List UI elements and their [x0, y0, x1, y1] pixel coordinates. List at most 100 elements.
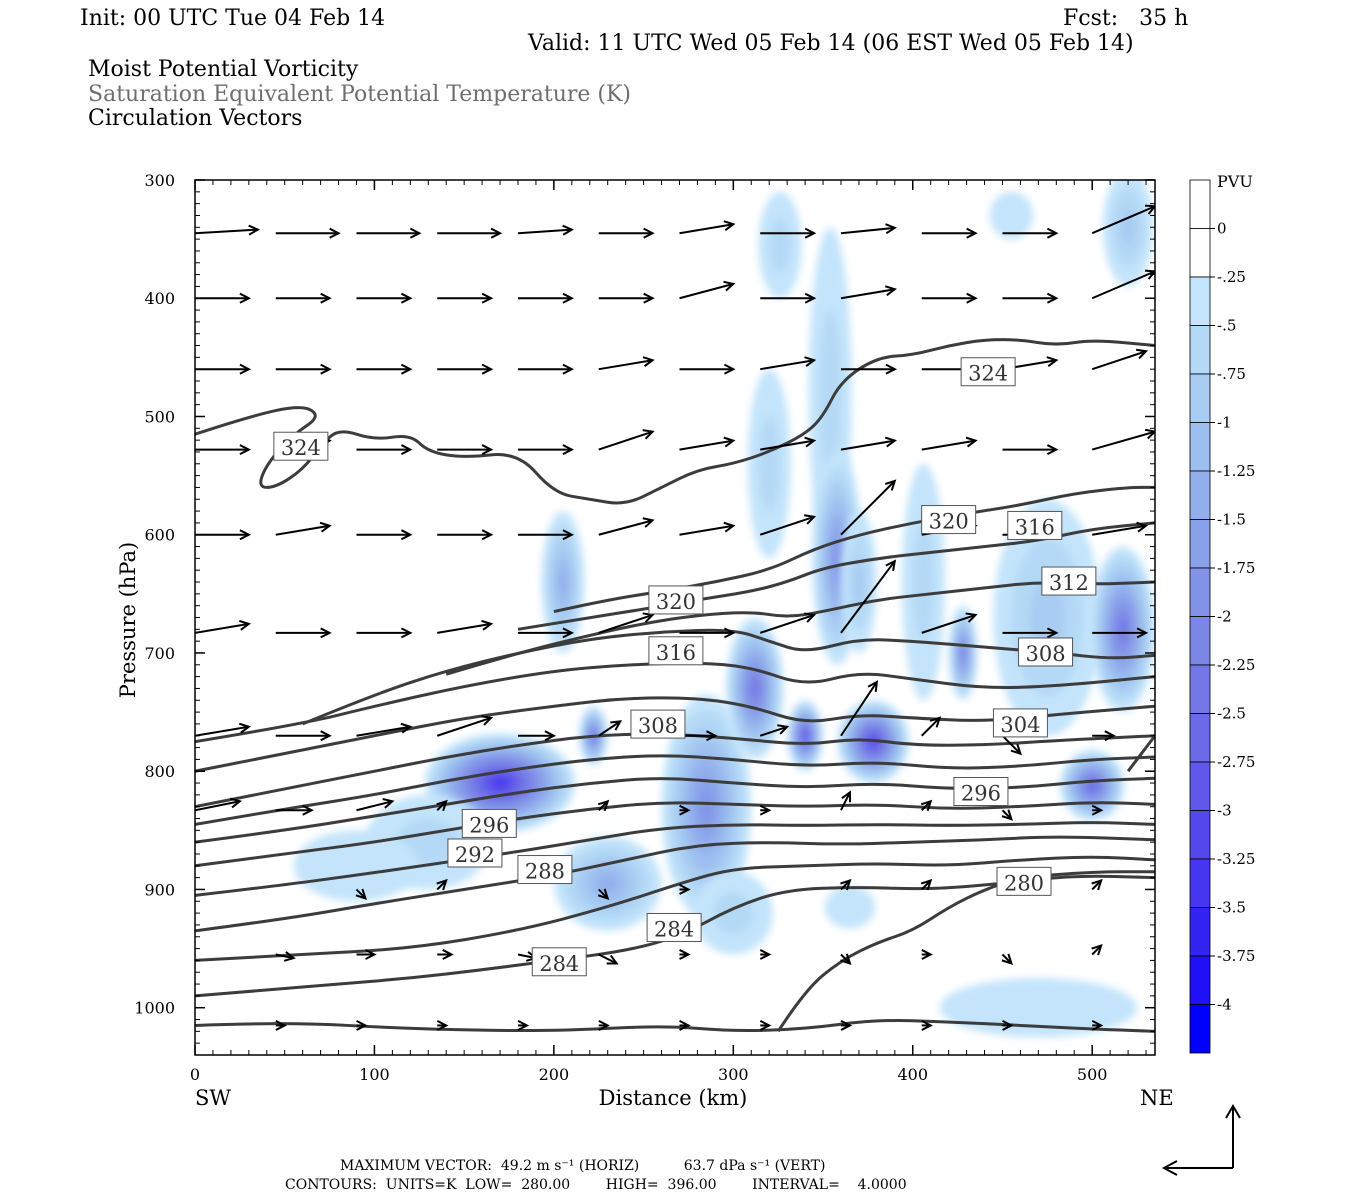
vector-shaft	[275, 953, 294, 960]
circulation-vector	[356, 798, 395, 812]
vector-shaft	[195, 228, 258, 235]
circulation-vector	[1002, 627, 1059, 639]
colorbar-cell	[1189, 810, 1211, 860]
x-label-sw: SW	[195, 1086, 231, 1110]
colorbar-cell	[1189, 955, 1211, 1005]
vector-head	[320, 730, 332, 742]
contour-294	[195, 754, 1155, 826]
vector-shaft	[598, 359, 653, 371]
mpv-region	[1102, 180, 1154, 287]
vector-head	[597, 888, 610, 900]
contour-label: 288	[517, 855, 573, 885]
colorbar-label: -2.25	[1217, 656, 1255, 674]
contour-label: 304	[992, 708, 1048, 738]
vector-shaft	[840, 560, 896, 634]
vector-head	[804, 292, 817, 304]
vector-head	[1046, 227, 1059, 239]
mpv-region	[541, 511, 585, 653]
contour-286	[195, 835, 1155, 933]
contour-label-box	[953, 777, 1009, 806]
mpv-level	[824, 885, 876, 929]
circulation-vector	[1091, 1020, 1104, 1031]
mpv-level	[819, 310, 841, 476]
vector-head	[320, 627, 332, 639]
circulation-vector	[1092, 730, 1116, 742]
vector-shaft	[759, 725, 788, 737]
circulation-vector	[275, 521, 332, 536]
vector-head	[283, 951, 296, 962]
circulation-vector	[437, 444, 494, 456]
vector-head	[643, 227, 655, 239]
colorbar-label: 0	[1217, 220, 1227, 238]
mpv-level	[769, 218, 791, 272]
contour-label-box	[992, 708, 1048, 738]
circulation-vector	[356, 363, 413, 375]
vector-head	[481, 363, 494, 375]
circulation-vector	[437, 529, 494, 541]
vector-head	[1136, 521, 1149, 533]
circulation-vector	[437, 619, 494, 634]
colorbar-label: -1.5	[1217, 511, 1246, 529]
circulation-vector	[517, 1020, 530, 1031]
vector-head	[562, 363, 575, 375]
mpv-level	[912, 522, 935, 642]
x-tick-label: 500	[1077, 1065, 1108, 1084]
init-time: Init: 00 UTC Tue 04 Feb 14	[80, 6, 386, 31]
circulation-vector	[1002, 227, 1059, 239]
colorbar-cell	[1189, 373, 1211, 423]
mpv-region	[787, 700, 824, 772]
circulation-vector	[759, 612, 817, 634]
mpv-region	[693, 871, 773, 955]
circulation-vector	[759, 514, 817, 536]
vector-head	[921, 949, 933, 960]
vector-head	[723, 363, 736, 375]
contour-label-box	[648, 636, 704, 666]
contour-label-box	[1007, 510, 1063, 540]
vector-head	[1136, 627, 1149, 639]
contour-label-text: 308	[638, 714, 678, 738]
circulation-vector	[1091, 428, 1155, 451]
vector-shaft	[517, 228, 572, 235]
contour-324	[195, 338, 1155, 505]
circulation-vector	[679, 363, 736, 375]
colorbar-label: -2.75	[1217, 753, 1255, 771]
mpv-region	[661, 694, 752, 920]
vector-head	[400, 444, 413, 456]
vector-head	[562, 529, 575, 541]
colorbar-cell	[1189, 325, 1211, 375]
valid-time: Valid: 11 UTC Wed 05 Feb 14 (06 EST Wed …	[528, 31, 1134, 56]
vector-shaft	[436, 716, 492, 737]
circulation-vector	[921, 716, 942, 737]
contour-label-text: 296	[961, 782, 1001, 806]
circulation-vector	[920, 878, 933, 891]
colorbar-label: -3.5	[1217, 899, 1246, 917]
circulation-vector	[760, 227, 817, 239]
circulation-vector	[195, 363, 252, 375]
mpv-level	[852, 558, 865, 606]
vector-shaft	[840, 439, 895, 451]
mpv-level	[699, 790, 713, 823]
vector-head	[679, 1020, 691, 1031]
colorbar-label: -2	[1217, 608, 1232, 626]
vector-head	[804, 227, 817, 239]
vector-head	[920, 799, 933, 812]
vector-head	[840, 1020, 853, 1031]
vector-head	[481, 444, 494, 456]
vector-shaft	[1091, 270, 1155, 300]
vector-head	[723, 280, 736, 292]
vector-head	[329, 227, 341, 239]
vector-shaft	[598, 953, 618, 965]
colorbar-cell	[1189, 616, 1211, 666]
vector-head	[562, 627, 575, 639]
vector-head	[239, 363, 252, 375]
circulation-vector	[759, 949, 772, 960]
colorbar-cell	[1189, 519, 1211, 569]
vector-shaft	[760, 439, 815, 451]
circulation-vector	[598, 429, 655, 451]
vector-head	[642, 429, 655, 440]
colorbar-cell	[1189, 664, 1211, 714]
vector-shaft	[356, 725, 411, 737]
vector-head	[679, 884, 691, 895]
y-tick-label: 1000	[134, 999, 175, 1018]
vector-shaft	[840, 226, 895, 235]
